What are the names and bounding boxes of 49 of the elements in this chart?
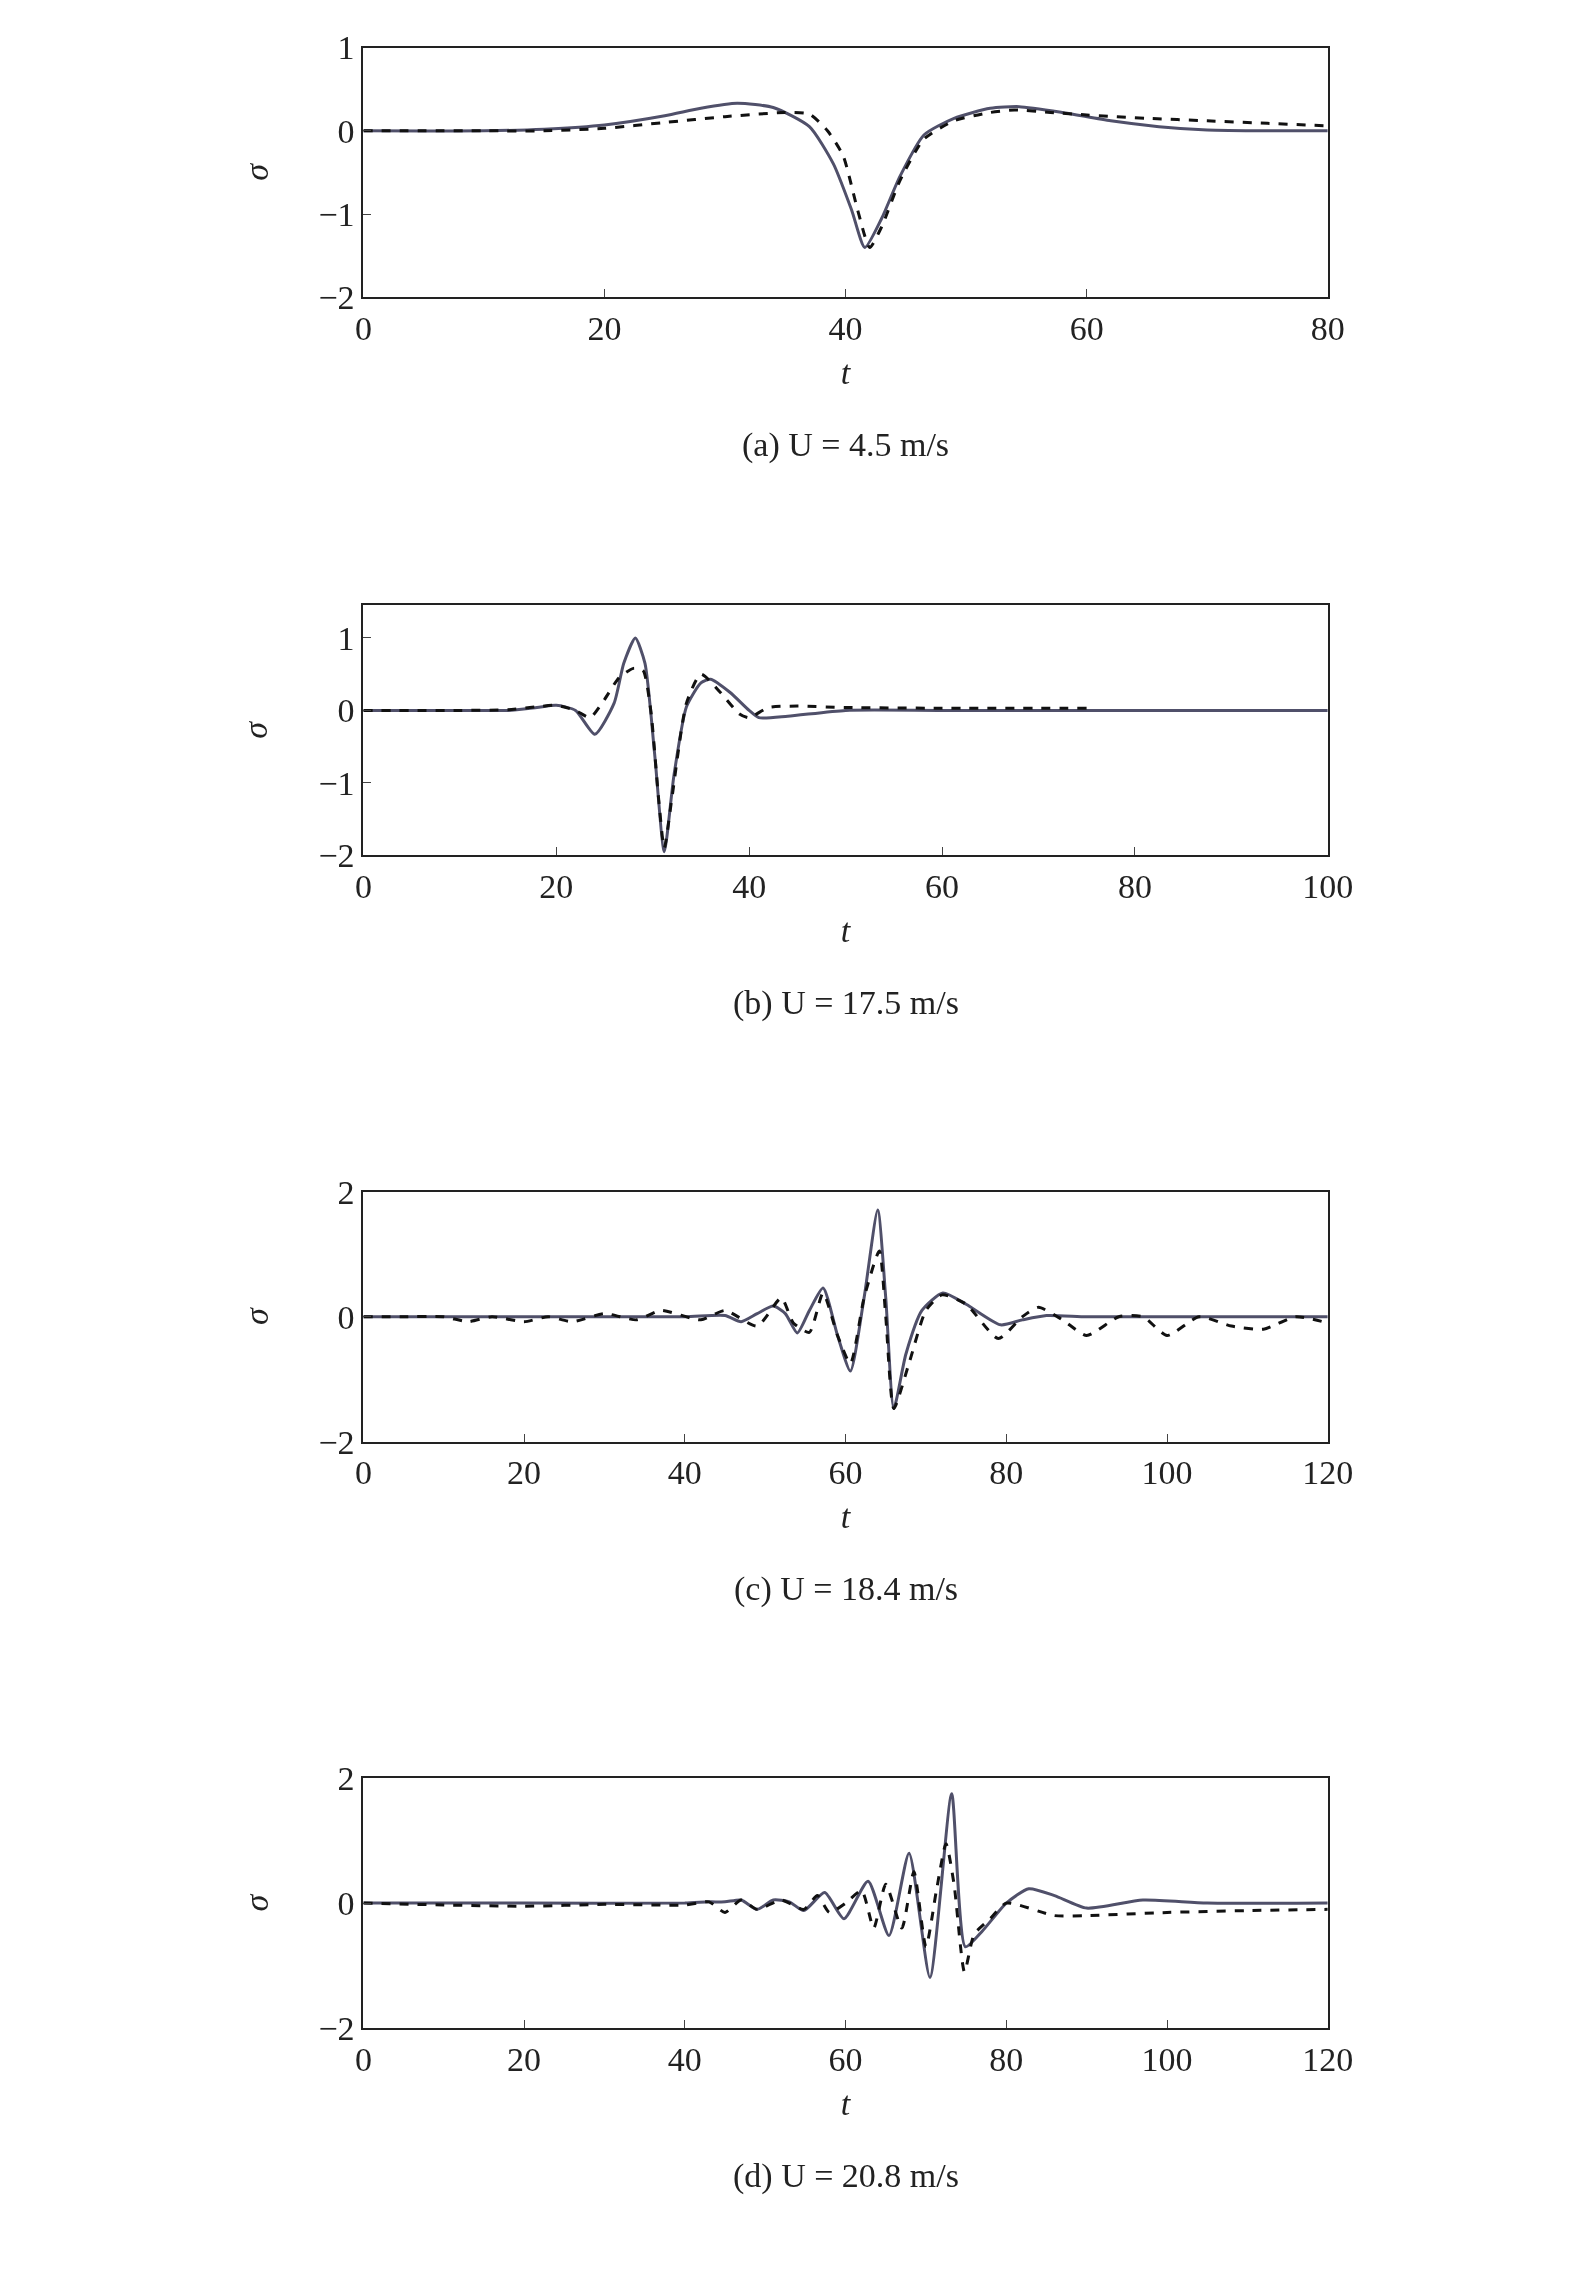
y-axis-title: σ: [237, 1307, 275, 1326]
x-tick-label: 80: [1310, 310, 1345, 348]
y-axis-title: σ: [237, 162, 275, 181]
y-tick-label: 0: [337, 1298, 355, 1336]
x-tick-label: 20: [539, 868, 574, 906]
y-tick-label: −2: [318, 837, 355, 875]
y-tick-label: 0: [337, 112, 355, 150]
y-axis-title: σ: [237, 720, 275, 739]
y-tick-label: 0: [337, 1885, 355, 1923]
y-tick-label: −1: [318, 196, 355, 234]
x-tick-label: 100: [1302, 868, 1354, 906]
y-tick-label: 2: [337, 1173, 355, 1211]
x-tick-label: 60: [828, 2040, 863, 2078]
y-tick-label: 0: [337, 692, 355, 730]
x-tick-label: 80: [1117, 868, 1152, 906]
line-series: [363, 1842, 1328, 1974]
y-tick-label: 1: [337, 619, 355, 657]
x-tick-label: 80: [989, 1454, 1024, 1492]
x-tick-label: 40: [732, 868, 767, 906]
x-axis-title: t: [840, 354, 852, 392]
y-tick-label: −2: [318, 279, 355, 317]
line-series: [363, 666, 1089, 850]
y-tick-label: 1: [337, 29, 355, 67]
x-tick-label: 20: [587, 310, 622, 348]
x-tick-label: 20: [507, 1454, 542, 1492]
text: (b) U = 17.5 m/s: [733, 984, 959, 1022]
y-tick-label: −2: [318, 1423, 355, 1461]
x-axis-title: t: [840, 911, 852, 949]
x-tick-label: 100: [1141, 1454, 1193, 1492]
x-axis-title: t: [840, 1498, 852, 1536]
x-tick-label: 100: [1141, 2040, 1193, 2078]
y-axis-title: σ: [237, 1893, 275, 1912]
x-tick-label: 120: [1302, 1454, 1354, 1492]
y-tick-label: −1: [318, 764, 355, 802]
x-tick-label: 80: [989, 2040, 1024, 2078]
x-tick-label: 60: [828, 1454, 863, 1492]
x-tick-label: 40: [828, 310, 863, 348]
x-tick-label: 20: [507, 2040, 542, 2078]
x-tick-label: 60: [1069, 310, 1104, 348]
x-axis-title: t: [840, 2084, 852, 2122]
x-tick-label: 120: [1302, 2040, 1354, 2078]
text: (d) U = 20.8 m/s: [733, 2157, 959, 2195]
text: (a) U = 4.5 m/s: [742, 426, 950, 464]
y-tick-label: −2: [318, 2009, 355, 2047]
y-tick-label: 2: [337, 1760, 355, 1798]
x-tick-label: 60: [925, 868, 960, 906]
x-tick-label: 40: [667, 2040, 702, 2078]
x-tick-label: 40: [667, 1454, 702, 1492]
text: (c) U = 18.4 m/s: [734, 1570, 959, 1608]
